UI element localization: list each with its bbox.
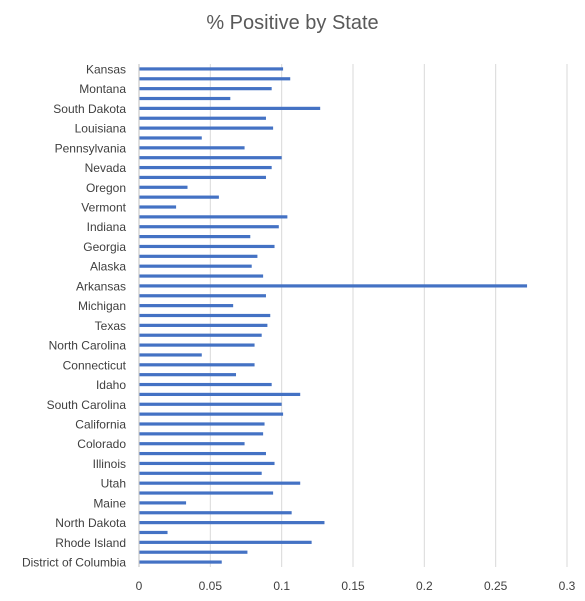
bar xyxy=(139,136,202,140)
bar xyxy=(139,67,284,71)
x-tick-label: 0.2 xyxy=(416,579,433,593)
bar xyxy=(139,294,266,298)
category-label: Louisiana xyxy=(75,122,127,136)
bar xyxy=(139,87,272,91)
bar xyxy=(139,353,202,357)
bar xyxy=(139,244,275,249)
bar xyxy=(139,402,282,406)
category-label: California xyxy=(75,417,126,431)
x-tick-label: 0.05 xyxy=(199,579,223,593)
x-tick-label: 0.15 xyxy=(341,579,365,593)
category-label: Illinois xyxy=(93,457,126,471)
bar xyxy=(139,304,234,308)
x-tick-label: 0.25 xyxy=(484,579,508,593)
bar xyxy=(139,323,268,327)
bar xyxy=(139,77,291,81)
bar xyxy=(139,511,292,515)
bar xyxy=(139,264,252,268)
category-label: Kansas xyxy=(86,62,126,76)
category-label: South Carolina xyxy=(47,398,127,412)
category-label: North Carolina xyxy=(49,339,127,353)
bar xyxy=(139,116,266,120)
bar xyxy=(139,106,321,110)
bar xyxy=(139,333,262,337)
bar xyxy=(139,540,312,544)
bar xyxy=(139,550,248,554)
bar xyxy=(139,471,262,475)
bar xyxy=(139,422,265,426)
category-labels: Kansas Montana South Dakota Louisiana Pennsy… xyxy=(22,62,127,569)
bar xyxy=(139,343,255,347)
category-label: South Dakota xyxy=(53,102,126,116)
category-label: Texas xyxy=(95,319,126,333)
bar xyxy=(139,461,275,466)
bar xyxy=(139,560,222,564)
bar xyxy=(139,313,271,318)
x-tick-label: 0.1 xyxy=(273,579,290,593)
category-label: Maine xyxy=(93,496,126,510)
bar xyxy=(139,373,237,377)
bars xyxy=(139,67,528,564)
category-label: Montana xyxy=(79,82,126,96)
category-label: Connecticut xyxy=(63,358,127,372)
bar xyxy=(139,126,274,130)
bar xyxy=(139,392,301,397)
bar xyxy=(139,521,325,525)
bar xyxy=(139,205,177,209)
bar xyxy=(139,156,282,160)
bar xyxy=(139,146,245,150)
bar xyxy=(139,274,264,278)
bar xyxy=(139,284,528,288)
category-label: Oregon xyxy=(86,181,126,195)
category-label: Colorado xyxy=(77,437,126,451)
category-label: Georgia xyxy=(83,240,126,254)
bar xyxy=(139,412,284,416)
category-label: Michigan xyxy=(78,299,126,313)
bar xyxy=(139,363,255,367)
bar xyxy=(139,96,231,101)
category-label: District of Columbia xyxy=(22,556,126,570)
bar xyxy=(139,185,188,189)
value-tick-labels: 0 0.05 0.1 0.15 0.2 0.25 0.3 xyxy=(136,579,576,593)
chart-title: % Positive by State xyxy=(206,12,379,34)
category-label: Arkansas xyxy=(76,279,126,293)
bar xyxy=(139,382,272,387)
bar xyxy=(139,165,272,170)
category-label: North Dakota xyxy=(55,516,126,530)
x-tick-label: 0.3 xyxy=(559,579,576,593)
bar xyxy=(139,501,187,505)
bar xyxy=(139,451,266,456)
bar xyxy=(139,442,245,446)
category-label: Rhode Island xyxy=(55,536,126,550)
category-label: Vermont xyxy=(81,201,126,215)
bar xyxy=(139,491,274,495)
bar xyxy=(139,432,264,436)
category-label: Indiana xyxy=(87,220,127,234)
bar xyxy=(139,195,219,199)
category-label: Nevada xyxy=(85,161,127,175)
bar xyxy=(139,175,266,180)
bar xyxy=(139,481,301,485)
category-label: Alaska xyxy=(90,260,126,274)
bar xyxy=(139,254,258,258)
bar xyxy=(139,234,251,239)
bar xyxy=(139,530,168,535)
category-label: Idaho xyxy=(96,378,126,392)
category-label: Pennsylvania xyxy=(55,141,127,155)
category-label: Utah xyxy=(101,477,126,491)
bar xyxy=(139,215,288,219)
bar xyxy=(139,225,279,229)
x-tick-label: 0 xyxy=(136,579,143,593)
